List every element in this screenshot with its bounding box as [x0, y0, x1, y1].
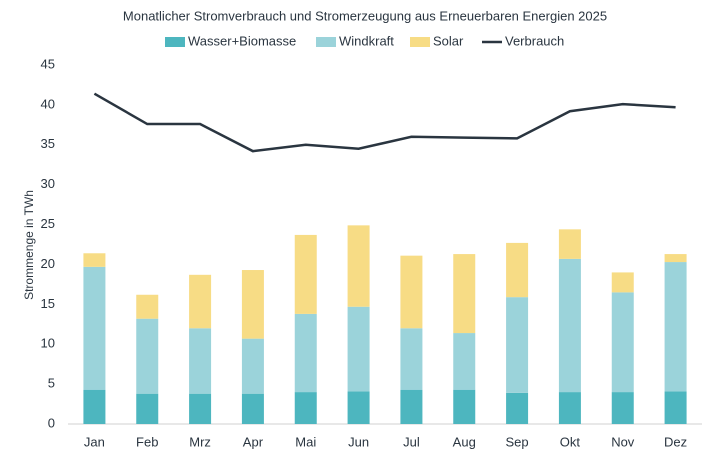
- bar-segment: [611, 272, 634, 293]
- bar-segment: [83, 389, 106, 424]
- legend-swatch: [316, 37, 336, 47]
- x-tick-label: Jun: [348, 434, 369, 449]
- y-tick-label: 25: [41, 216, 55, 231]
- bar-segment: [294, 392, 317, 424]
- bar-segment: [558, 258, 581, 393]
- bar-segment: [136, 393, 159, 424]
- legend-swatch: [165, 37, 185, 47]
- x-tick-label: Jul: [403, 434, 420, 449]
- bar-segment: [136, 318, 159, 394]
- line: [93, 92, 676, 153]
- bar-segment: [506, 242, 529, 298]
- bar-segment: [664, 262, 687, 392]
- bar-segment: [189, 393, 212, 424]
- bar-segment: [241, 270, 264, 339]
- y-tick-label: 35: [41, 136, 55, 151]
- bar-segment: [294, 234, 317, 314]
- bar-segment: [400, 389, 423, 424]
- x-tick-label: Sep: [506, 434, 529, 449]
- y-tick-label: 20: [41, 256, 55, 271]
- bar-segment: [453, 389, 476, 424]
- chart-title: Monatlicher Stromverbrauch und Stromerze…: [123, 8, 607, 23]
- x-tick-label: Jan: [84, 434, 105, 449]
- y-tick-label: 15: [41, 296, 55, 311]
- y-tick-label: 45: [41, 56, 55, 71]
- bar-segment: [453, 333, 476, 390]
- x-tick-label: Mai: [295, 434, 316, 449]
- legend-label: Wasser+Biomasse: [188, 33, 296, 48]
- x-tick-label: Feb: [136, 434, 158, 449]
- x-tick-label: Mrz: [189, 434, 211, 449]
- bar-segment: [453, 254, 476, 334]
- legend-label: Solar: [433, 33, 464, 48]
- y-tick-label: 30: [41, 176, 55, 191]
- bar-segment: [558, 392, 581, 424]
- bar-segment: [347, 391, 370, 424]
- bar-segment: [611, 292, 634, 393]
- x-tick-label: Aug: [453, 434, 476, 449]
- bar-segment: [83, 253, 106, 267]
- legend-label: Windkraft: [339, 33, 394, 48]
- x-tick-label: Dez: [664, 434, 687, 449]
- bar-segment: [347, 306, 370, 392]
- x-tick-label: Okt: [560, 434, 581, 449]
- bar-segment: [558, 229, 581, 259]
- bar-segment: [664, 391, 687, 424]
- y-tick-label: 5: [48, 376, 55, 391]
- y-tick-label: 40: [41, 96, 55, 111]
- bar-segment: [241, 393, 264, 424]
- bar-segment: [664, 254, 687, 263]
- x-tick-label: Nov: [611, 434, 635, 449]
- bar-segment: [189, 328, 212, 394]
- bar-segment: [347, 225, 370, 307]
- y-tick-label: 0: [48, 415, 55, 430]
- bar-segment: [189, 274, 212, 329]
- bar-segment: [400, 328, 423, 390]
- bar-segment: [506, 297, 529, 393]
- x-tick-label: Apr: [243, 434, 264, 449]
- bar-segment: [136, 294, 159, 319]
- legend-label: Verbrauch: [505, 33, 564, 48]
- bar-segment: [400, 255, 423, 329]
- y-tick-label: 10: [41, 336, 55, 351]
- bar-segment: [294, 313, 317, 393]
- legend-swatch: [410, 37, 430, 47]
- bar-segment: [506, 392, 529, 424]
- bar-segment: [83, 266, 106, 390]
- bar-segment: [241, 338, 264, 394]
- y-axis-label: Strommenge in TWh: [22, 190, 36, 300]
- bar-segment: [611, 392, 634, 424]
